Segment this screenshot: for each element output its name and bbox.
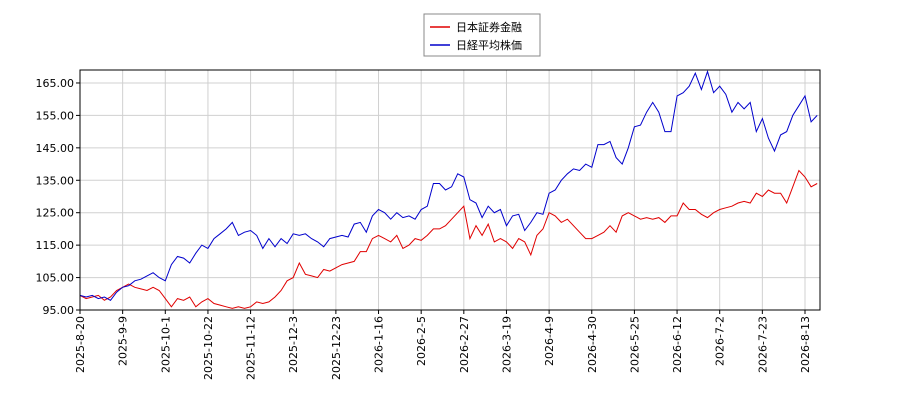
y-tick-label: 155.00: [36, 109, 75, 122]
x-tick-label: 2026-2-5: [415, 316, 428, 366]
y-tick-label: 135.00: [36, 174, 75, 187]
legend-box: [423, 13, 541, 57]
y-tick-label: 105.00: [36, 272, 75, 285]
plot-frame: [79, 69, 821, 311]
labels: 95.00 105.00 115.00 125.00 135.00 145.00 155.0…: [36, 77, 813, 380]
x-tick-label: 2026-7-23: [756, 316, 769, 373]
x-tick-label: 2026-6-12: [671, 316, 684, 373]
legend-label: 日本証券金融: [456, 20, 522, 34]
x-tick-label: 2026-2-27: [458, 316, 471, 373]
x-tick-label: 2026-5-25: [628, 316, 641, 373]
grid: [79, 70, 820, 311]
y-tick-label: 95.00: [43, 304, 75, 317]
series-line: [79, 69, 818, 301]
x-tick-label: 2026-4-30: [586, 316, 599, 373]
y-tick-label: 125.00: [36, 207, 75, 220]
x-tick-label: 2025-9-9: [117, 316, 130, 366]
x-tick-label: 2026-8-13: [799, 316, 812, 373]
x-tick-label: 2025-12-3: [287, 316, 300, 373]
legend-label: 日経平均株価: [456, 38, 522, 52]
plot-area: [80, 70, 820, 310]
x-tick-label: 2025-12-23: [330, 316, 343, 380]
y-tick-label: 145.00: [36, 142, 75, 155]
x-tick-label: 2025-10-1: [159, 316, 172, 373]
y-tick-label: 165.00: [36, 77, 75, 90]
x-tick-label: 2025-10-22: [202, 316, 215, 380]
x-tick-label: 2025-11-12: [245, 316, 258, 380]
x-tick-label: 2026-4-9: [543, 316, 556, 366]
x-tick-label: 2026-1-16: [373, 316, 386, 373]
y-tick-label: 115.00: [36, 239, 75, 252]
x-tick-label: 2026-7-2: [714, 316, 727, 366]
lines: [79, 69, 818, 309]
x-tick-label: 2025-8-20: [74, 316, 87, 373]
series-line: [79, 169, 818, 309]
x-tick-label: 2026-3-19: [500, 316, 513, 373]
